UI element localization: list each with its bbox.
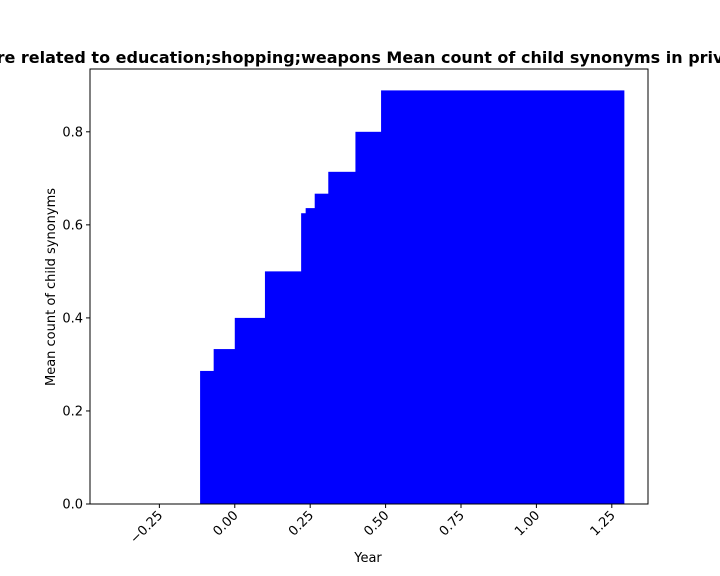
area-step bbox=[213, 349, 236, 504]
x-tick-label: 0.75 bbox=[437, 508, 468, 539]
x-tick-label: 0.50 bbox=[361, 508, 392, 539]
x-tick-label: 0.25 bbox=[286, 508, 317, 539]
x-tick-label: −0.25 bbox=[127, 508, 166, 547]
y-tick-label: 0.8 bbox=[62, 125, 83, 140]
y-tick-label: 0.4 bbox=[62, 311, 83, 326]
plot-frame bbox=[89, 68, 649, 505]
area-step bbox=[305, 208, 316, 505]
area-step bbox=[328, 171, 356, 504]
area-step bbox=[234, 317, 266, 504]
x-axis-label: Year bbox=[353, 551, 382, 566]
x-axis: −0.25 0.00 0.25 0.50 0.75 1.00 1.25 bbox=[127, 504, 619, 547]
x-tick-label: 1.25 bbox=[588, 508, 619, 539]
chart-title: re related to education;shopping;weapons… bbox=[0, 48, 720, 67]
area-step bbox=[264, 271, 302, 504]
area-step bbox=[314, 193, 329, 504]
area-step bbox=[301, 213, 307, 504]
y-axis-label: Mean count of child synonyms bbox=[44, 188, 59, 386]
area-layer bbox=[200, 90, 625, 505]
area-step bbox=[381, 90, 625, 505]
y-axis: 0.0 0.2 0.4 0.6 0.8 bbox=[62, 125, 90, 513]
y-tick-label: 0.6 bbox=[62, 218, 83, 233]
x-tick-label: 0.00 bbox=[211, 508, 242, 539]
y-tick-label: 0.0 bbox=[62, 498, 83, 513]
y-tick-label: 0.2 bbox=[62, 404, 83, 419]
x-tick-label: 1.00 bbox=[512, 508, 543, 539]
area-step bbox=[200, 370, 215, 504]
area-step bbox=[355, 131, 382, 504]
